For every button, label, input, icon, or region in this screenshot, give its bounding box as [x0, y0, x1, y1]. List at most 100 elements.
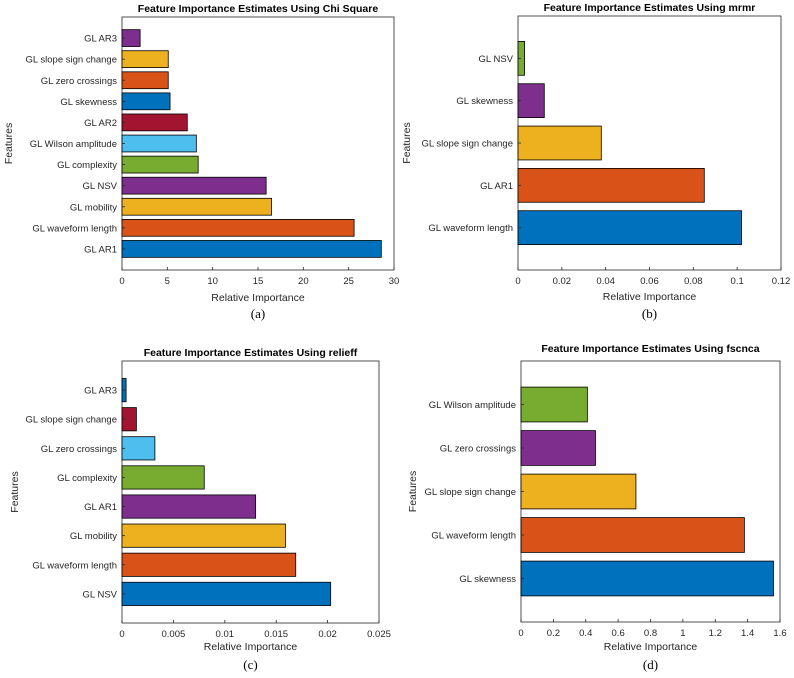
x-tick-label: 0.4 — [579, 628, 592, 639]
y-axis-label: Features — [407, 471, 419, 512]
y-tick-label: GL zero crossings — [41, 444, 117, 455]
chart-title: Feature Importance Estimates Using mrmr — [544, 2, 756, 14]
x-tick-label: 0.8 — [644, 628, 657, 639]
y-tick-label: GL waveform length — [32, 223, 117, 234]
x-axis-label: Relative Importance — [603, 291, 697, 303]
x-tick-label: 0.6 — [612, 628, 625, 639]
subfigure-caption: (c) — [243, 657, 257, 672]
x-tick-label: 10 — [207, 276, 218, 287]
bar-gl-mobility — [121, 197, 273, 216]
y-tick-label: GL zero crossings — [41, 76, 117, 87]
bar-gl-complexity — [121, 465, 205, 490]
y-tick-label: GL mobility — [70, 202, 117, 213]
x-tick-label: 0 — [515, 276, 520, 287]
bar-gl-zero-crossings — [121, 71, 169, 90]
x-tick-label: 0.025 — [367, 629, 391, 640]
y-tick-label: GL slope sign change — [25, 415, 117, 426]
y-tick-label: GL skewness — [459, 574, 516, 585]
y-tick-label: GL Wilson amplitude — [429, 400, 516, 411]
bar-gl-complexity — [121, 155, 199, 174]
x-tick-label: 0.1 — [731, 276, 744, 287]
chart-title: Feature Importance Estimates Using fscnc… — [541, 343, 759, 355]
y-tick-label: GL NSV — [83, 589, 118, 600]
y-axis-label: Features — [401, 122, 413, 163]
y-tick-label: GL waveform length — [428, 223, 513, 234]
y-tick-label: GL AR3 — [84, 386, 117, 397]
bar-gl-slope-sign-change — [517, 125, 602, 161]
x-tick-label: 20 — [298, 276, 309, 287]
x-tick-label: 0.005 — [162, 629, 186, 640]
y-tick-label: GL Wilson amplitude — [30, 139, 117, 150]
y-tick-label: GL waveform length — [32, 560, 117, 571]
x-tick-label: 15 — [253, 276, 264, 287]
x-tick-label: 30 — [389, 276, 400, 287]
x-axis-label: Relative Importance — [604, 641, 698, 653]
bar-gl-nsv — [121, 176, 267, 195]
y-axis-label: Features — [9, 471, 21, 512]
bar-gl-ar1 — [121, 494, 257, 519]
x-tick-label: 1.4 — [741, 628, 754, 639]
bar-gl-ar1 — [517, 167, 705, 203]
x-tick-label: 0.2 — [547, 628, 560, 639]
bar-gl-wilson-amplitude — [520, 386, 588, 423]
bar-gl-slope-sign-change — [520, 473, 637, 510]
bar-gl-slope-sign-change — [121, 50, 169, 69]
y-tick-label: GL AR3 — [84, 34, 117, 45]
y-tick-label: GL NSV — [83, 181, 118, 192]
x-tick-label: 0.02 — [318, 629, 337, 640]
bar-gl-skewness — [121, 92, 171, 111]
subfigure-caption: (d) — [643, 657, 658, 672]
bar-gl-nsv — [121, 581, 332, 606]
x-tick-label: 0.12 — [772, 276, 791, 287]
x-tick-label: 5 — [165, 276, 170, 287]
x-tick-label: 1 — [680, 628, 685, 639]
y-tick-label: GL AR1 — [84, 244, 117, 255]
y-tick-label: GL slope sign change — [421, 139, 513, 150]
bar-gl-zero-crossings — [520, 430, 596, 466]
x-tick-label: 25 — [343, 276, 354, 287]
x-axis-label: Relative Importance — [211, 292, 305, 304]
chart-title: Feature Importance Estimates Using Chi S… — [138, 3, 379, 15]
bar-gl-zero-crossings — [121, 436, 156, 461]
y-tick-label: GL complexity — [57, 473, 117, 484]
bar-gl-waveform-length — [121, 552, 297, 577]
bar-gl-mobility — [121, 523, 286, 548]
bar-gl-waveform-length — [121, 218, 355, 237]
y-tick-label: GL AR1 — [480, 181, 513, 192]
x-tick-label: 0 — [119, 276, 124, 287]
bar-gl-skewness — [520, 560, 774, 597]
y-tick-label: GL AR1 — [84, 502, 117, 513]
y-tick-label: GL slope sign change — [25, 55, 117, 66]
y-tick-label: GL waveform length — [431, 531, 516, 542]
x-tick-label: 0.015 — [264, 629, 288, 640]
y-tick-label: GL AR2 — [84, 118, 117, 129]
x-tick-label: 0.02 — [553, 276, 572, 287]
bar-gl-ar1 — [121, 240, 382, 258]
y-tick-label: GL slope sign change — [424, 487, 516, 498]
x-tick-label: 1.6 — [773, 628, 786, 639]
x-tick-label: 0.04 — [596, 276, 615, 287]
bar-gl-wilson-amplitude — [121, 134, 197, 153]
subfigure-caption: (a) — [251, 306, 265, 321]
bar-gl-waveform-length — [517, 210, 742, 246]
y-tick-label: GL skewness — [456, 96, 513, 107]
y-axis-label: Features — [3, 123, 15, 164]
y-tick-label: GL complexity — [57, 160, 117, 171]
y-tick-label: GL skewness — [60, 97, 117, 108]
bar-gl-skewness — [517, 83, 545, 118]
subfigure-caption: (b) — [642, 306, 657, 321]
x-tick-label: 0 — [518, 628, 523, 639]
x-tick-label: 0.01 — [216, 629, 235, 640]
y-tick-label: GL NSV — [479, 54, 514, 65]
x-tick-label: 0.06 — [640, 276, 659, 287]
y-tick-label: GL zero crossings — [440, 444, 516, 455]
axes-box — [121, 360, 380, 624]
x-tick-label: 1.2 — [709, 628, 722, 639]
x-axis-label: Relative Importance — [204, 641, 298, 653]
x-tick-label: 0 — [119, 629, 124, 640]
bar-gl-ar2 — [121, 113, 188, 132]
y-tick-label: GL mobility — [70, 531, 117, 542]
x-tick-label: 0.08 — [684, 276, 703, 287]
chart-title: Feature Importance Estimates Using relie… — [144, 347, 358, 359]
